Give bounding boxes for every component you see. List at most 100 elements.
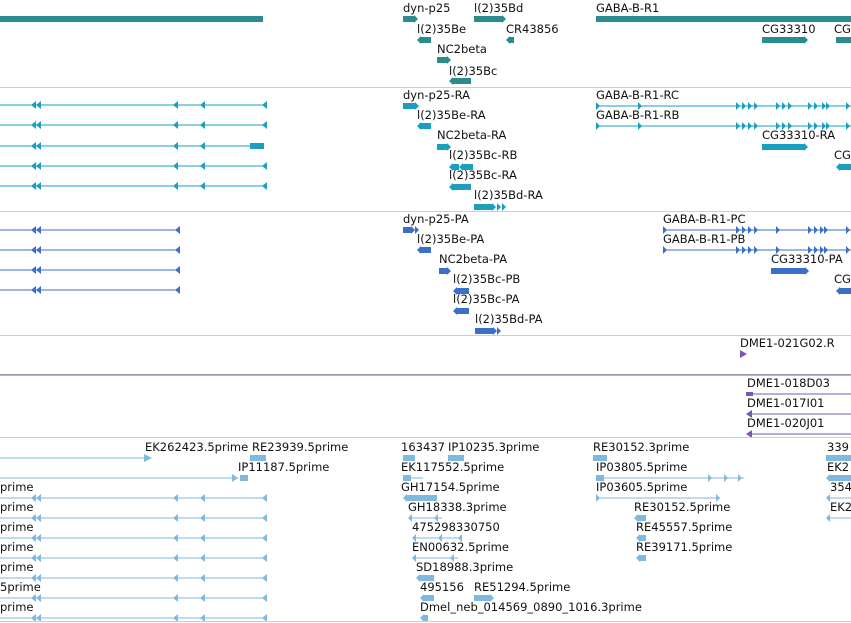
est-feature[interactable]	[826, 474, 851, 482]
est-feature[interactable]	[403, 474, 423, 482]
est-feature[interactable]	[403, 494, 437, 502]
protein-feature[interactable]	[836, 287, 851, 295]
est-feature[interactable]	[593, 454, 607, 462]
est-feature[interactable]	[0, 594, 270, 602]
protein-feature[interactable]	[0, 246, 182, 254]
protein-label: GABA-B-R1-PB	[663, 232, 746, 246]
transcript-feature[interactable]	[417, 122, 431, 130]
gene-feature[interactable]	[762, 36, 808, 44]
transcript-feature[interactable]	[762, 143, 808, 151]
clone-feature[interactable]	[746, 410, 851, 418]
transcript-feature[interactable]	[437, 143, 451, 151]
transcript-label: GABA-B-R1-RB	[596, 108, 680, 122]
protein-feature[interactable]	[453, 307, 469, 315]
est-feature[interactable]	[826, 494, 851, 502]
est-feature[interactable]	[826, 454, 851, 462]
est-feature[interactable]	[412, 554, 458, 562]
gene-feature[interactable]	[836, 37, 851, 43]
protein-feature[interactable]	[663, 246, 851, 254]
protein-feature[interactable]	[771, 267, 809, 275]
transcript-feature[interactable]	[0, 182, 270, 190]
transcript-feature[interactable]	[0, 142, 270, 150]
transcript-feature[interactable]	[0, 101, 270, 109]
est-feature[interactable]	[636, 534, 646, 542]
est-label: prime	[0, 540, 34, 554]
est-label: IP03805.5prime	[596, 460, 688, 474]
protein-feature[interactable]	[475, 327, 501, 335]
est-feature[interactable]	[0, 614, 270, 622]
est-label: 5prime	[0, 580, 41, 594]
est-label: SD18988.3prime	[416, 560, 514, 574]
protein-feature[interactable]	[439, 267, 451, 275]
protein-feature[interactable]	[403, 226, 419, 234]
protein-feature[interactable]	[0, 286, 182, 294]
protein-feature[interactable]	[663, 226, 851, 234]
est-feature[interactable]	[596, 474, 746, 482]
transcript-label: CG	[834, 148, 851, 162]
est-feature[interactable]	[0, 534, 270, 542]
transcript-feature[interactable]	[0, 162, 270, 170]
est-feature[interactable]	[0, 554, 270, 562]
gene-feature[interactable]	[449, 77, 471, 85]
est-label: prime	[0, 480, 34, 494]
transcript-feature[interactable]	[0, 121, 270, 129]
est-feature[interactable]	[0, 474, 248, 482]
transcript-feature[interactable]	[596, 122, 851, 130]
transcript-feature[interactable]	[474, 203, 508, 211]
transcript-feature[interactable]	[449, 163, 473, 171]
est-feature[interactable]	[420, 614, 428, 622]
est-label: RE45557.5prime	[636, 520, 733, 534]
gene-feature[interactable]	[506, 36, 514, 44]
gene-feature[interactable]	[437, 56, 451, 64]
track-separator	[0, 621, 851, 622]
est-label: prime	[0, 600, 34, 614]
est-feature[interactable]	[596, 494, 726, 502]
est-feature[interactable]	[0, 514, 270, 522]
est-label: prime	[0, 520, 34, 534]
est-feature[interactable]	[826, 514, 851, 522]
est-feature[interactable]	[420, 594, 434, 602]
protein-label: l(2)35Be-PA	[417, 232, 485, 246]
gene-label: l(2)35Be	[417, 22, 467, 36]
clone-feature[interactable]	[746, 390, 851, 398]
protein-feature[interactable]	[0, 266, 182, 274]
est-label: prime	[0, 560, 34, 574]
est-label: 475298330750	[412, 520, 500, 534]
est-feature[interactable]	[0, 494, 270, 502]
protein-feature[interactable]	[453, 287, 469, 295]
protein-label: GABA-B-R1-PC	[663, 212, 746, 226]
est-label: RE23939.5prime	[252, 440, 349, 454]
est-feature[interactable]	[636, 554, 646, 562]
est-feature[interactable]	[0, 574, 270, 582]
transcript-feature[interactable]	[403, 102, 419, 110]
clone-feature[interactable]	[740, 350, 748, 358]
est-feature[interactable]	[0, 454, 154, 462]
protein-feature[interactable]	[0, 226, 182, 234]
gene-feature[interactable]	[0, 16, 264, 22]
est-feature[interactable]	[634, 514, 646, 522]
est-feature[interactable]	[474, 594, 494, 602]
transcript-label: CG33310-RA	[762, 128, 836, 142]
clone-feature[interactable]	[746, 430, 851, 438]
protein-feature[interactable]	[417, 246, 431, 254]
transcript-feature[interactable]	[596, 102, 851, 110]
gene-feature[interactable]	[417, 36, 431, 44]
gene-feature[interactable]	[596, 16, 851, 22]
gene-feature[interactable]	[403, 15, 418, 23]
protein-track: dyn-p25-PA GABA-B-R1-PC l(2)35Be-PA GABA…	[0, 212, 851, 335]
est-feature[interactable]	[250, 454, 266, 462]
est-feature[interactable]	[448, 454, 464, 462]
est-feature[interactable]	[408, 514, 442, 522]
transcript-feature[interactable]	[836, 163, 851, 171]
gene-feature[interactable]	[474, 15, 506, 23]
est-feature[interactable]	[412, 534, 462, 542]
gene-label: CG	[834, 22, 851, 36]
est-feature[interactable]	[416, 574, 434, 582]
est-feature[interactable]	[403, 454, 415, 462]
transcript-track: dyn-p25-RA GABA-B-R1-RC l(2)35Be-RA GABA…	[0, 88, 851, 211]
gene-track: dyn-p25 l(2)35Bd GABA-B-R1 l(2)35Be CR43…	[0, 0, 851, 87]
transcript-feature[interactable]	[449, 183, 471, 191]
gene-label: dyn-p25	[403, 1, 451, 15]
est-label: EN00632.5prime	[412, 540, 509, 554]
protein-label: CG33310-PA	[771, 252, 843, 266]
